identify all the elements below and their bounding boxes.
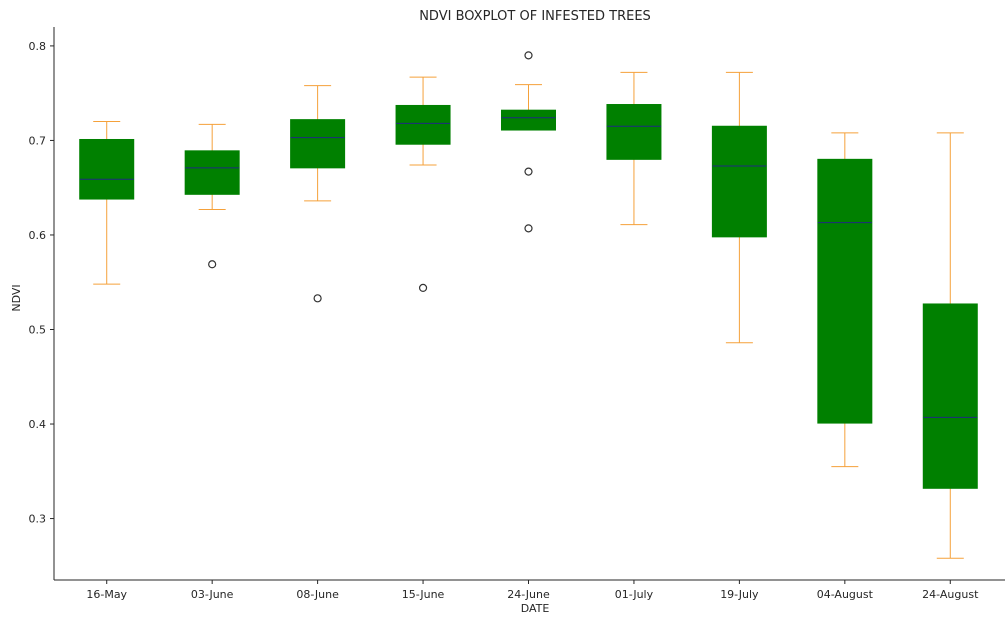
- x-tick-label: 16-May: [86, 588, 127, 601]
- box-group-08-june: [290, 85, 346, 303]
- x-tick-label: 08-June: [296, 588, 339, 601]
- box-group-24-june: [501, 51, 556, 233]
- chart-title: NDVI BOXPLOT OF INFESTED TREES: [419, 9, 651, 24]
- x-tick-label: 15-June: [402, 588, 445, 601]
- box-group-16-may: [79, 121, 135, 285]
- y-axis-label: NDVI: [10, 284, 23, 311]
- outlier-point: [418, 283, 428, 293]
- x-tick-label: 24-August: [922, 588, 979, 601]
- outlier-point: [524, 167, 533, 176]
- box-group-24-august: [922, 132, 978, 559]
- outlier-point: [524, 51, 533, 60]
- box-iqr: [922, 303, 978, 489]
- box-group-03-june: [184, 123, 240, 269]
- plot-area: [79, 51, 978, 559]
- outlier-point: [524, 224, 533, 233]
- axes: 0.3 0.4 0.5 0.6 0.7 0.8 16-May 03-June 08-June 15…: [29, 27, 1005, 601]
- box-iqr: [184, 150, 240, 195]
- box-iqr: [606, 104, 662, 160]
- y-tick-label: 0.3: [29, 513, 47, 526]
- box-group-01-july: [606, 71, 662, 226]
- box-iqr: [395, 104, 451, 145]
- box-group-15-june: [395, 76, 451, 293]
- x-tick-label: 19-July: [720, 588, 759, 601]
- x-tick-label: 03-June: [191, 588, 234, 601]
- box-iqr: [79, 138, 135, 200]
- y-tick-label: 0.4: [29, 418, 47, 431]
- outlier-point: [313, 294, 322, 303]
- box-group-04-august: [817, 132, 873, 468]
- box-iqr: [711, 125, 767, 238]
- box-group-19-july: [711, 71, 767, 344]
- box-iqr: [501, 109, 556, 131]
- x-axis-label: DATE: [521, 602, 550, 615]
- y-tick-label: 0.7: [29, 134, 47, 147]
- y-tick-label: 0.8: [29, 40, 47, 53]
- x-tick-label: 24-June: [507, 588, 550, 601]
- y-tick-label: 0.5: [29, 323, 47, 336]
- x-tick-label: 04-August: [817, 588, 874, 601]
- x-tick-label: 01-July: [615, 588, 654, 601]
- y-tick-label: 0.6: [29, 229, 47, 242]
- box-iqr: [817, 158, 873, 424]
- outlier-point: [208, 260, 217, 269]
- box-iqr: [290, 119, 346, 169]
